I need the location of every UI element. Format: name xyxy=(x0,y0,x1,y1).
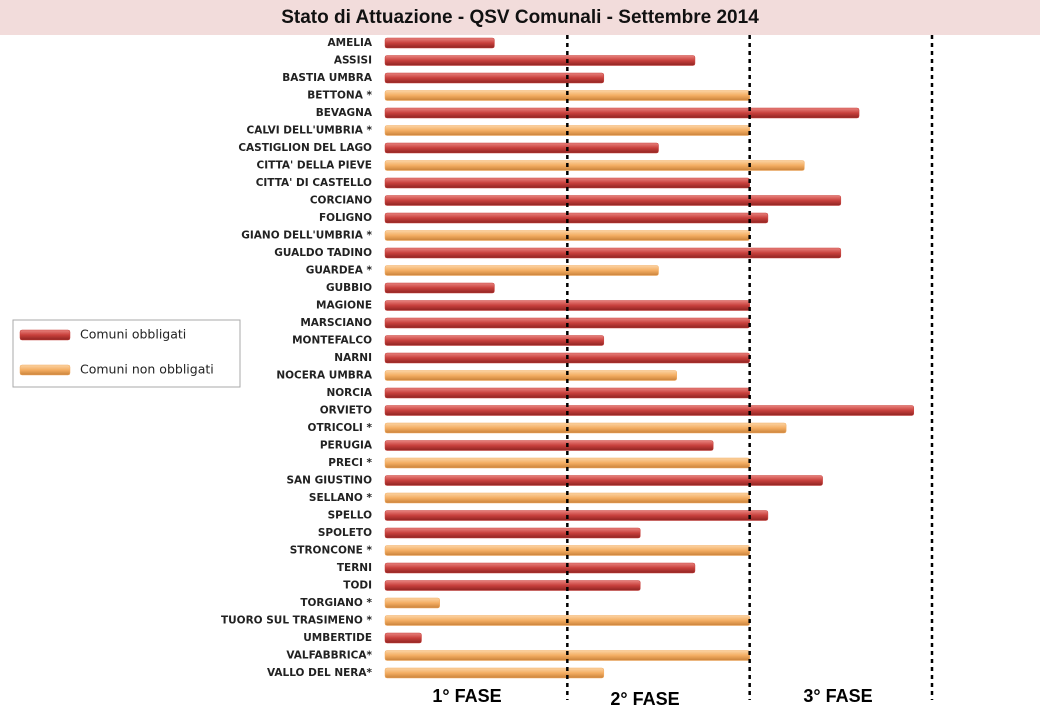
category-label: GUBBIO xyxy=(326,282,372,294)
bar xyxy=(384,72,605,84)
bar xyxy=(384,142,659,154)
category-label: TUORO SUL TRASIMENO * xyxy=(221,615,373,627)
bar xyxy=(384,160,805,171)
bar xyxy=(384,282,495,294)
category-label: FOLIGNO xyxy=(319,212,372,224)
bar xyxy=(384,597,440,609)
category-label: SELLANO * xyxy=(309,492,373,504)
bar xyxy=(384,265,659,276)
title-bar xyxy=(0,0,1040,35)
category-label: BEVAGNA xyxy=(316,107,373,119)
category-label: PRECI * xyxy=(328,457,372,469)
bar xyxy=(384,55,696,66)
category-label: NARNI xyxy=(334,352,372,364)
category-label: SAN GIUSTINO xyxy=(286,475,372,487)
bar xyxy=(384,335,605,346)
phase-label: 1° FASE xyxy=(432,686,501,706)
bar xyxy=(384,37,495,49)
category-label: GIANO DELL'UMBRIA * xyxy=(241,230,372,242)
category-label: CITTA' DI CASTELLO xyxy=(256,177,372,189)
bar xyxy=(384,422,787,434)
chart-title: Stato di Attuazione - QSV Comunali - Set… xyxy=(281,7,759,28)
category-label: STRONCONE * xyxy=(290,545,373,557)
bar xyxy=(384,632,422,644)
category-label: MONTEFALCO xyxy=(292,335,372,347)
legend-label: Comuni non obbligati xyxy=(80,362,214,377)
category-label: NORCIA xyxy=(326,387,372,399)
category-label: PERUGIA xyxy=(320,440,373,452)
bar xyxy=(384,370,677,381)
category-label: SPOLETO xyxy=(318,527,372,539)
legend-label: Comuni obbligati xyxy=(80,327,186,342)
bar xyxy=(384,195,842,206)
category-label: VALLO DEL NERA* xyxy=(267,667,373,679)
bar xyxy=(384,212,769,224)
category-label: UMBERTIDE xyxy=(303,632,372,644)
bar xyxy=(384,440,714,451)
category-label: BASTIA UMBRA xyxy=(282,72,373,84)
category-label: MAGIONE xyxy=(316,300,372,312)
phase-label: 3° FASE xyxy=(803,686,872,706)
category-label: TERNI xyxy=(337,562,372,574)
phase-label: 2° FASE xyxy=(610,689,679,709)
bar xyxy=(384,562,696,574)
bar xyxy=(384,667,605,679)
category-label: CITTA' DELLA PIEVE xyxy=(257,160,373,172)
category-label: MARSCIANO xyxy=(300,317,372,329)
category-label: GUALDO TADINO xyxy=(274,247,372,259)
legend-swatch xyxy=(19,329,71,341)
category-label: TODI xyxy=(343,580,372,592)
category-label: CASTIGLION DEL LAGO xyxy=(238,142,372,154)
category-label: ASSISI xyxy=(334,55,372,67)
category-label: TORGIANO * xyxy=(300,597,372,609)
bar xyxy=(384,475,823,486)
category-label: NOCERA UMBRA xyxy=(276,370,373,382)
bar xyxy=(384,510,769,521)
category-label: BETTONA * xyxy=(307,90,372,102)
bar xyxy=(384,107,860,119)
bar xyxy=(384,580,641,591)
category-label: CALVI DELL'UMBRIA * xyxy=(247,125,373,137)
category-label: ORVIETO xyxy=(320,405,372,417)
category-label: AMELIA xyxy=(328,37,373,49)
category-label: CORCIANO xyxy=(310,195,372,207)
category-label: OTRICOLI * xyxy=(308,422,373,434)
bar xyxy=(384,247,842,259)
legend-swatch xyxy=(19,364,71,376)
bar xyxy=(384,405,915,416)
bar xyxy=(384,527,641,539)
category-label: SPELLO xyxy=(328,510,372,522)
category-label: GUARDEA * xyxy=(306,265,373,277)
category-label: VALFABBRICA* xyxy=(286,650,372,662)
